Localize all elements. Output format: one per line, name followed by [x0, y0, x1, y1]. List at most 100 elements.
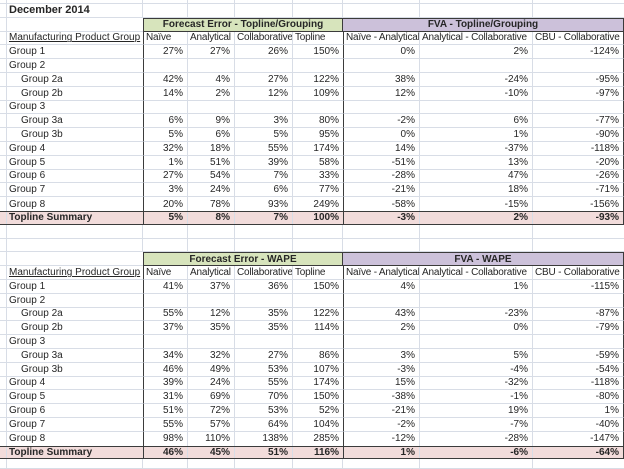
value-cell[interactable]: 7%: [235, 169, 293, 184]
value-cell[interactable]: 42%: [143, 72, 188, 87]
value-cell[interactable]: 54%: [188, 169, 235, 184]
report-date-cell[interactable]: December 2014: [7, 4, 143, 18]
empty-cell[interactable]: [0, 0, 7, 4]
value-cell[interactable]: [343, 293, 420, 308]
summary-value[interactable]: -64%: [533, 446, 624, 459]
section-header-fva[interactable]: FVA - Topline/Grouping: [343, 17, 624, 32]
empty-cell[interactable]: [0, 376, 7, 391]
summary-label[interactable]: Topline Summary: [7, 211, 143, 224]
value-cell[interactable]: -79%: [533, 321, 624, 336]
value-cell[interactable]: [143, 100, 188, 115]
value-cell[interactable]: 285%: [313, 433, 339, 445]
value-cell[interactable]: 55%: [235, 141, 293, 156]
value-cell[interactable]: 52%: [293, 404, 343, 418]
value-cell[interactable]: -28%: [420, 431, 533, 446]
value-cell[interactable]: [293, 101, 343, 115]
column-header-fva-2[interactable]: CBU - Collaborative: [533, 266, 624, 280]
value-cell[interactable]: 37%: [143, 321, 188, 336]
value-cell[interactable]: 1%: [143, 155, 188, 170]
row-label[interactable]: Group 1: [7, 45, 143, 60]
value-cell[interactable]: [343, 335, 420, 349]
value-cell[interactable]: 36%: [235, 279, 293, 294]
value-cell[interactable]: 2%: [188, 86, 235, 101]
empty-cell[interactable]: [343, 459, 420, 469]
value-cell[interactable]: [143, 335, 188, 349]
empty-cell[interactable]: [0, 446, 7, 459]
value-cell[interactable]: 0%: [343, 128, 420, 142]
value-cell[interactable]: 3%: [343, 348, 420, 363]
row-label[interactable]: Group 7: [7, 418, 143, 432]
empty-cell[interactable]: [0, 114, 7, 129]
value-cell[interactable]: 51%: [188, 155, 235, 170]
value-cell[interactable]: -54%: [533, 362, 624, 377]
summary-label[interactable]: Topline Summary: [7, 446, 143, 459]
row-label[interactable]: Group 2: [7, 59, 143, 73]
value-cell[interactable]: 4%: [188, 72, 235, 87]
empty-cell[interactable]: [420, 459, 533, 469]
value-cell[interactable]: 26%: [235, 45, 293, 60]
row-label[interactable]: Group 5: [7, 156, 143, 170]
empty-cell[interactable]: [188, 459, 235, 469]
empty-cell[interactable]: [235, 459, 293, 469]
value-cell[interactable]: 47%: [420, 169, 533, 184]
summary-value[interactable]: 45%: [188, 446, 235, 459]
summary-value[interactable]: -3%: [343, 211, 420, 224]
column-header-error-3[interactable]: Topline: [293, 266, 343, 280]
value-cell[interactable]: 95%: [293, 128, 343, 142]
value-cell[interactable]: -118%: [533, 376, 624, 391]
empty-cell[interactable]: [420, 4, 533, 18]
value-cell[interactable]: -95%: [533, 72, 624, 87]
empty-cell[interactable]: [188, 0, 235, 4]
value-cell[interactable]: 18%: [420, 183, 533, 198]
value-cell[interactable]: -26%: [533, 169, 624, 184]
empty-cell[interactable]: [0, 45, 7, 60]
value-cell[interactable]: 33%: [293, 170, 343, 184]
value-cell[interactable]: [293, 59, 343, 73]
value-cell[interactable]: 2%: [343, 321, 420, 336]
value-cell[interactable]: 64%: [235, 417, 293, 432]
column-header-error-2[interactable]: Collaborative: [235, 266, 293, 280]
value-cell[interactable]: 1%: [420, 128, 533, 142]
value-cell[interactable]: [533, 100, 624, 115]
value-cell[interactable]: [343, 100, 420, 115]
summary-value[interactable]: 51%: [235, 446, 293, 459]
empty-cell[interactable]: [7, 238, 143, 253]
empty-cell[interactable]: [420, 238, 533, 253]
empty-cell[interactable]: [420, 224, 533, 239]
empty-cell[interactable]: [343, 224, 420, 239]
value-cell[interactable]: 86%: [293, 349, 343, 363]
value-cell[interactable]: 12%: [343, 86, 420, 101]
value-cell[interactable]: 38%: [343, 72, 420, 87]
empty-cell[interactable]: [0, 293, 7, 308]
summary-value[interactable]: 8%: [188, 211, 235, 224]
value-cell[interactable]: 18%: [188, 141, 235, 156]
empty-cell[interactable]: [533, 4, 624, 18]
row-label[interactable]: Group 8: [9, 433, 46, 445]
empty-cell[interactable]: [343, 0, 420, 4]
empty-cell[interactable]: [533, 459, 624, 469]
value-cell[interactable]: -147%: [533, 431, 624, 446]
value-cell[interactable]: 35%: [235, 307, 293, 322]
value-cell[interactable]: 35%: [235, 321, 293, 336]
empty-cell[interactable]: [235, 224, 293, 239]
value-cell[interactable]: [235, 59, 293, 73]
empty-cell[interactable]: [7, 459, 143, 469]
column-header-error-2[interactable]: Collaborative: [235, 31, 293, 46]
value-cell[interactable]: 19%: [420, 404, 533, 418]
empty-cell[interactable]: [143, 459, 188, 469]
value-cell[interactable]: 80%: [293, 114, 343, 129]
value-cell[interactable]: [293, 335, 343, 349]
value-cell[interactable]: 27%: [235, 348, 293, 363]
empty-cell[interactable]: [293, 224, 343, 239]
value-cell[interactable]: 39%: [235, 155, 293, 170]
value-cell[interactable]: -124%: [533, 45, 624, 60]
value-cell[interactable]: 12%: [188, 307, 235, 322]
empty-cell[interactable]: [0, 86, 7, 101]
value-cell[interactable]: 27%: [188, 45, 235, 60]
summary-value[interactable]: 46%: [143, 446, 188, 459]
row-label[interactable]: Group 3: [7, 101, 143, 115]
value-cell[interactable]: 41%: [143, 279, 188, 294]
row-label[interactable]: Group 1: [7, 280, 143, 294]
value-cell[interactable]: 174%: [293, 377, 343, 391]
value-cell[interactable]: 6%: [235, 183, 293, 198]
